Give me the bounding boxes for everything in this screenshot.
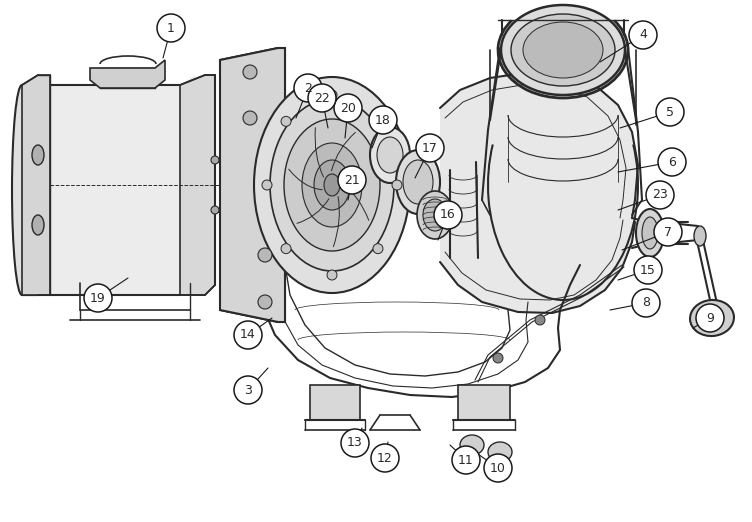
Circle shape	[369, 106, 397, 134]
Circle shape	[658, 148, 686, 176]
Polygon shape	[310, 385, 360, 420]
Text: 23: 23	[652, 188, 668, 201]
Ellipse shape	[373, 244, 383, 254]
Text: 20: 20	[340, 101, 356, 114]
Ellipse shape	[314, 160, 350, 210]
Ellipse shape	[642, 217, 658, 249]
Circle shape	[629, 21, 657, 49]
Ellipse shape	[403, 160, 433, 204]
Ellipse shape	[460, 435, 484, 455]
Polygon shape	[90, 60, 165, 88]
Ellipse shape	[377, 137, 403, 173]
Ellipse shape	[324, 174, 340, 196]
Ellipse shape	[493, 353, 503, 363]
Circle shape	[654, 218, 682, 246]
Ellipse shape	[32, 215, 44, 235]
Text: 16: 16	[440, 208, 456, 221]
Circle shape	[434, 201, 462, 229]
Circle shape	[634, 256, 662, 284]
Ellipse shape	[327, 90, 337, 100]
Circle shape	[371, 444, 399, 472]
Ellipse shape	[636, 209, 664, 257]
Circle shape	[334, 94, 362, 122]
Circle shape	[696, 304, 724, 332]
Text: 5: 5	[666, 105, 674, 118]
Text: 14: 14	[240, 328, 256, 341]
Circle shape	[338, 166, 366, 194]
Circle shape	[656, 98, 684, 126]
Ellipse shape	[370, 127, 410, 183]
Text: 6: 6	[668, 156, 676, 169]
Circle shape	[84, 284, 112, 312]
Circle shape	[157, 14, 185, 42]
Polygon shape	[22, 75, 50, 295]
Text: 22: 22	[314, 91, 330, 104]
Text: 13: 13	[347, 436, 363, 449]
Text: 15: 15	[640, 264, 656, 277]
Ellipse shape	[12, 85, 32, 295]
Circle shape	[646, 181, 674, 209]
Circle shape	[452, 446, 480, 474]
Ellipse shape	[270, 99, 394, 271]
Text: 1: 1	[167, 21, 175, 34]
Ellipse shape	[262, 180, 272, 190]
Ellipse shape	[258, 248, 272, 262]
Polygon shape	[22, 75, 195, 295]
Ellipse shape	[32, 145, 44, 165]
Circle shape	[294, 74, 322, 102]
Text: 18: 18	[375, 113, 391, 126]
Polygon shape	[180, 75, 215, 295]
Ellipse shape	[281, 116, 291, 126]
Ellipse shape	[488, 442, 512, 462]
Ellipse shape	[281, 244, 291, 254]
Ellipse shape	[501, 5, 625, 95]
Text: 11: 11	[458, 454, 474, 467]
Text: 19: 19	[90, 291, 106, 304]
Text: 2: 2	[304, 81, 312, 94]
Text: 21: 21	[344, 173, 360, 186]
Ellipse shape	[373, 116, 383, 126]
Ellipse shape	[284, 119, 380, 251]
Ellipse shape	[254, 77, 410, 293]
Circle shape	[632, 289, 660, 317]
Ellipse shape	[258, 295, 272, 309]
Text: 3: 3	[244, 384, 252, 397]
Circle shape	[484, 454, 512, 482]
Ellipse shape	[535, 315, 545, 325]
Text: 8: 8	[642, 296, 650, 310]
Ellipse shape	[392, 180, 402, 190]
Circle shape	[234, 376, 262, 404]
Text: 12: 12	[377, 452, 393, 465]
Ellipse shape	[211, 156, 219, 164]
Ellipse shape	[417, 191, 453, 239]
Ellipse shape	[243, 111, 257, 125]
Ellipse shape	[302, 143, 362, 227]
Polygon shape	[458, 385, 510, 420]
Ellipse shape	[511, 14, 615, 86]
Circle shape	[234, 321, 262, 349]
Polygon shape	[440, 72, 638, 313]
Ellipse shape	[211, 206, 219, 214]
Ellipse shape	[523, 22, 603, 78]
Ellipse shape	[690, 300, 734, 336]
Circle shape	[341, 429, 369, 457]
Ellipse shape	[694, 226, 706, 246]
Ellipse shape	[327, 270, 337, 280]
Text: 10: 10	[490, 461, 506, 474]
Text: 17: 17	[422, 141, 438, 155]
Ellipse shape	[423, 199, 447, 231]
Ellipse shape	[243, 65, 257, 79]
Text: 4: 4	[639, 29, 647, 42]
Text: 7: 7	[664, 226, 672, 239]
Polygon shape	[220, 48, 285, 322]
Ellipse shape	[396, 150, 440, 214]
Text: 9: 9	[706, 312, 714, 325]
Circle shape	[416, 134, 444, 162]
Circle shape	[308, 84, 336, 112]
